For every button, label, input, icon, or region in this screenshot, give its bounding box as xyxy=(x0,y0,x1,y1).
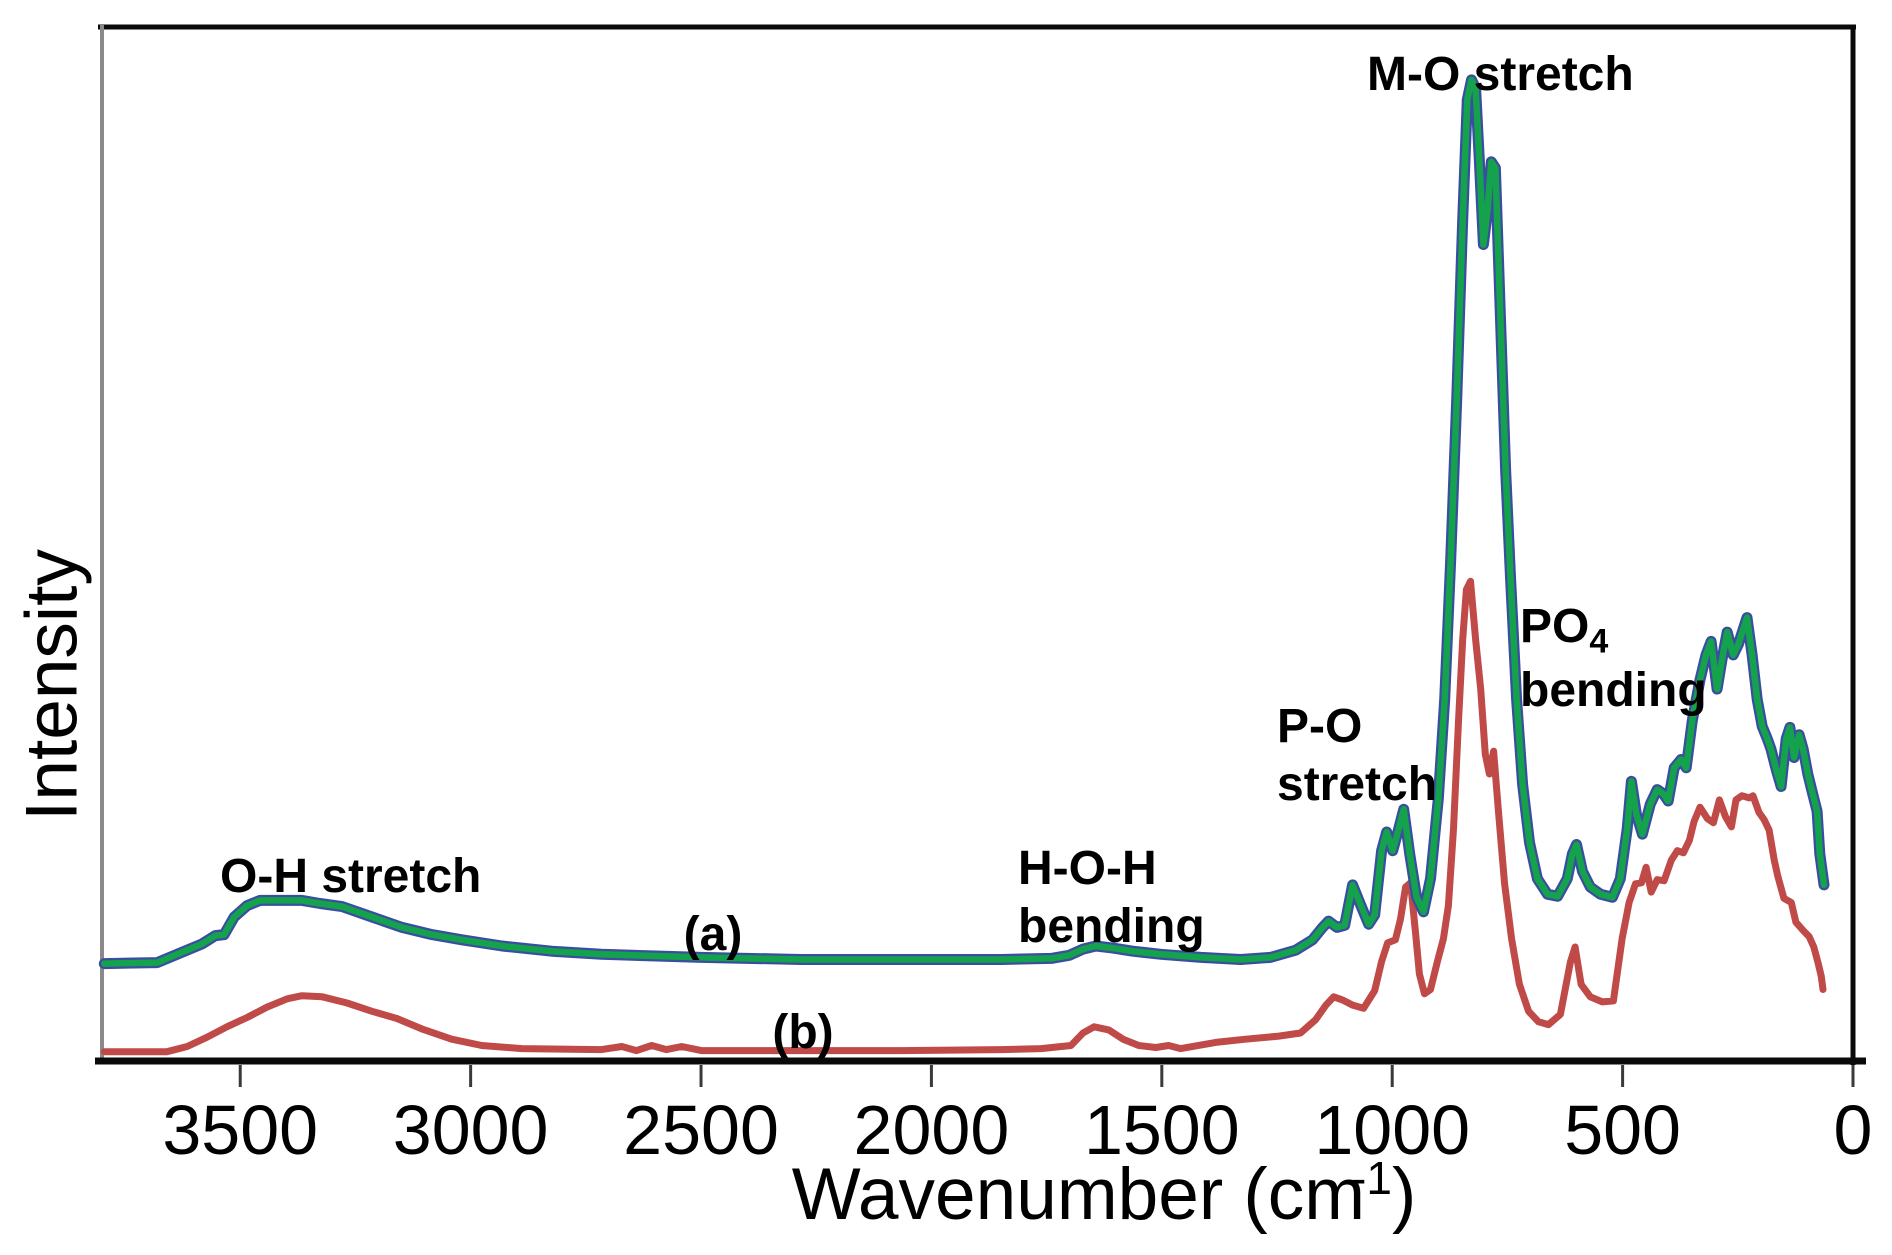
x-tick-label-2500: 2500 xyxy=(623,1091,779,1169)
series-a-outline xyxy=(98,74,1830,970)
x-axis-title-superscript: -1 xyxy=(1351,1151,1392,1204)
x-axis-title-main: Wavenumber (cm xyxy=(791,1154,1366,1235)
curve-label-a: (a) xyxy=(683,908,743,961)
annotation-po-stretch: P-O stretch xyxy=(1277,700,1438,811)
series-a-line xyxy=(101,76,1828,967)
x-tick-label-0: 0 xyxy=(1833,1091,1873,1169)
x-tick-label-1000: 1000 xyxy=(1314,1091,1471,1169)
x-tick-label-3500: 3500 xyxy=(162,1091,319,1169)
x-tick-label-3000: 3000 xyxy=(392,1091,549,1169)
x-tick-label-1500: 1500 xyxy=(1083,1091,1240,1169)
annotation-mo-stretch: M-O stretch xyxy=(1367,48,1634,101)
x-tick-label-500: 500 xyxy=(1564,1091,1681,1169)
x-axis-title-end: ) xyxy=(1391,1154,1417,1235)
annotation-oh-stretch: O-H stretch xyxy=(220,850,482,903)
annotation-po4-bending: PO4 bending xyxy=(1520,600,1707,718)
curve-label-b: (b) xyxy=(772,1006,834,1059)
series-b-line xyxy=(100,577,1827,1056)
x-tick-label-2000: 2000 xyxy=(853,1091,1010,1169)
x-axis-title: Wavenumber (cm-1) xyxy=(792,1155,1417,1231)
y-axis-title: Intensity xyxy=(11,549,93,821)
annotation-hoh-bending: H-O-H bending xyxy=(1018,842,1205,953)
